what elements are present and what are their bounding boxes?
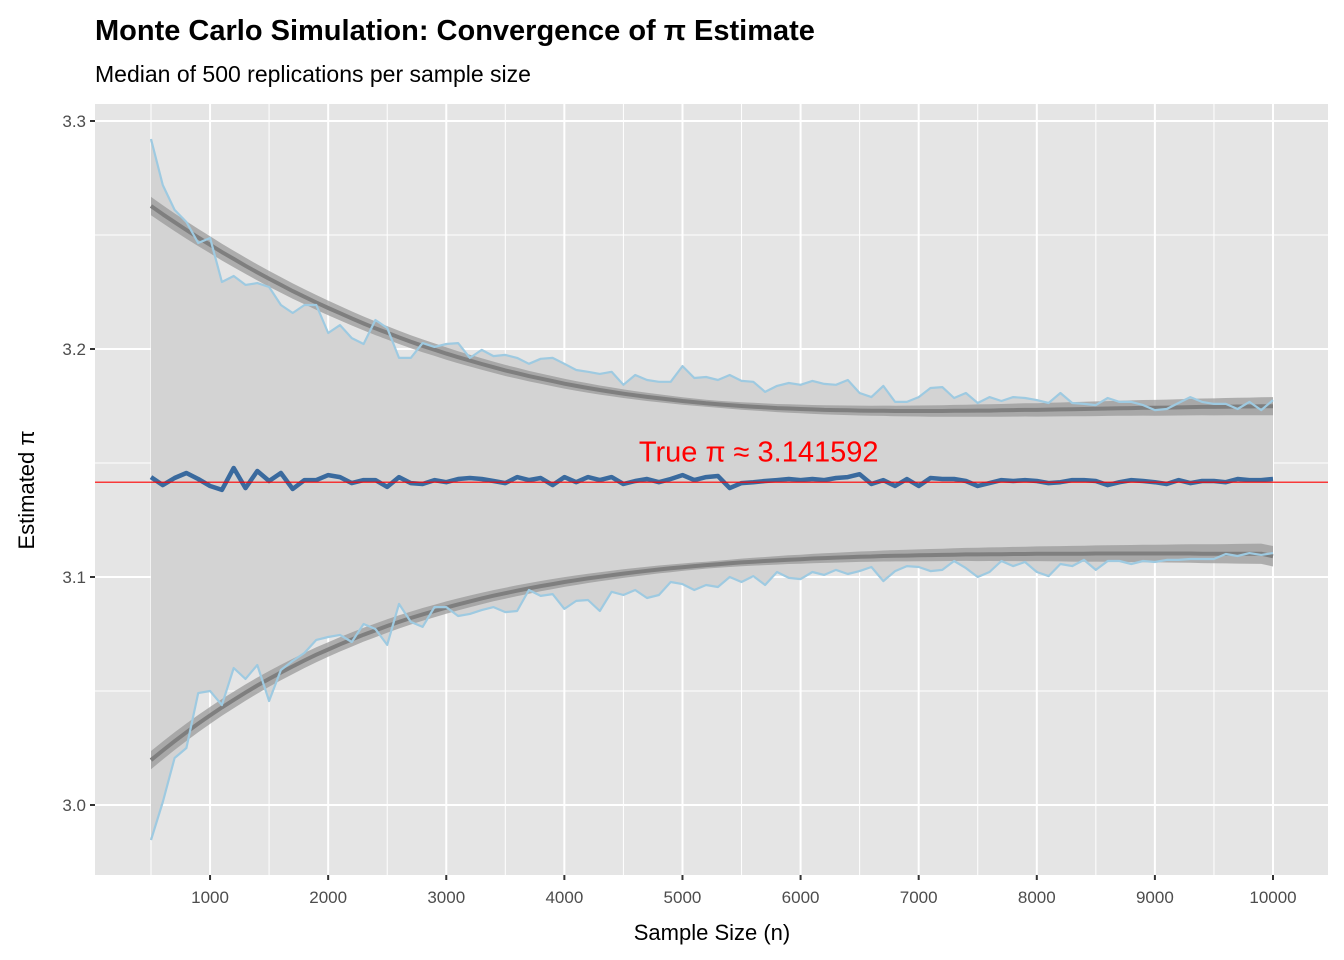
x-tick-label: 7000 [900, 888, 938, 907]
chart-subtitle: Median of 500 replications per sample si… [95, 61, 531, 87]
chart-title: Monte Carlo Simulation: Convergence of π… [95, 15, 815, 47]
true-pi-annotation: True π ≈ 3.141592 [639, 437, 879, 469]
x-tick-label: 5000 [664, 888, 702, 907]
y-tick-label: 3.0 [62, 796, 86, 815]
x-tick-label: 3000 [427, 888, 465, 907]
lower-smooth-line [149, 551, 1274, 762]
x-tick-label: 2000 [309, 888, 347, 907]
x-tick-label: 10000 [1249, 888, 1296, 907]
x-tick-label: 8000 [1018, 888, 1056, 907]
x-tick-label: 4000 [545, 888, 583, 907]
lower-quantile-line [149, 551, 1274, 841]
x-tick-label: 6000 [782, 888, 820, 907]
y-tick-label: 3.2 [62, 340, 86, 359]
x-tick-label: 1000 [191, 888, 229, 907]
median-line [149, 465, 1274, 493]
smooth-fit-layer [149, 196, 1274, 770]
quantile-ribbon [151, 139, 1273, 841]
series-lines-layer [149, 138, 1274, 841]
y-tick-label: 3.1 [62, 568, 86, 587]
upper-quantile-line [149, 138, 1274, 412]
y-axis-title: Estimated π [14, 430, 39, 549]
quantile-ribbon-layer [151, 139, 1273, 841]
x-axis-title: Sample Size (n) [634, 920, 791, 945]
y-tick-label: 3.3 [62, 112, 86, 131]
x-axis-ticks: 1000 2000 3000 4000 5000 6000 7000 8000 9000 1000… [191, 875, 1297, 907]
upper-smooth-line [149, 204, 1273, 413]
y-axis-ticks: 3.0 3.1 3.2 3.3 [62, 112, 95, 815]
x-tick-label: 9000 [1136, 888, 1174, 907]
